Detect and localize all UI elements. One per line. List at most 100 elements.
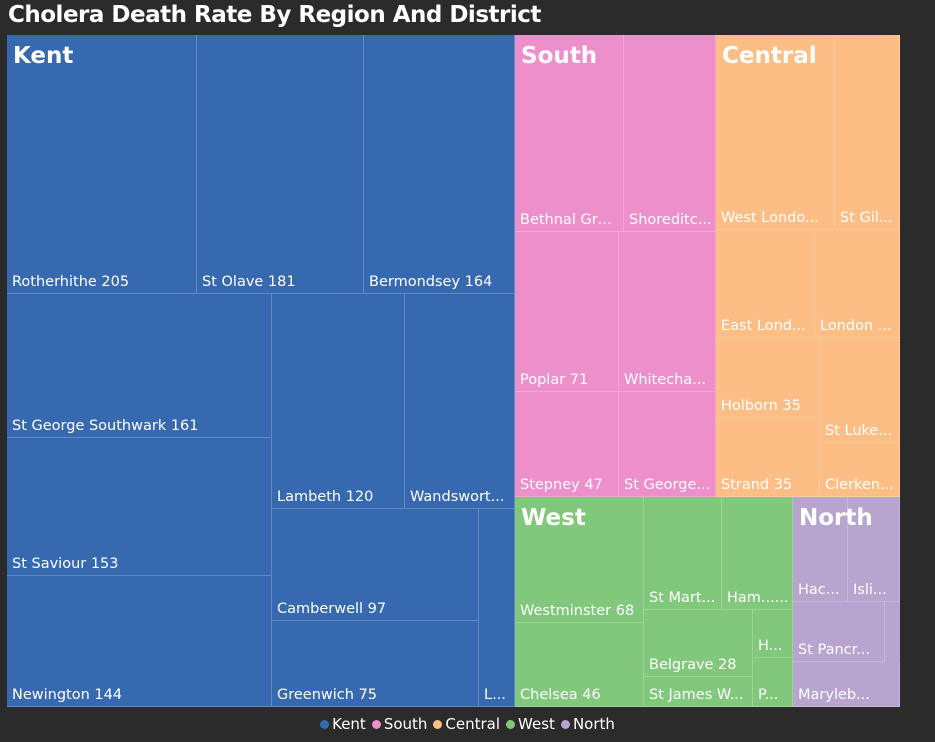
treemap-cell-west-london[interactable]: West Londo... — [716, 35, 835, 230]
legend-marker — [433, 720, 443, 729]
cell-label: Lambeth 120 — [277, 489, 374, 505]
treemap-plot: Rotherhithe 205 St Olave 181 Bermondsey 16… — [7, 35, 900, 707]
treemap-cell-lambeth[interactable]: Lambeth 120 — [272, 294, 405, 509]
treemap-cell-st-martin[interactable]: St Mart... — [644, 497, 722, 610]
treemap-cell-hackney[interactable]: Hac... — [793, 497, 848, 602]
legend-label: Kent — [332, 715, 366, 733]
cell-label: Isli... — [853, 582, 887, 598]
treemap-cell-belgrave[interactable]: Belgrave 28 — [644, 610, 753, 677]
cell-label: Chelsea 46 — [520, 687, 601, 703]
cell-label: St James W... — [649, 687, 744, 703]
treemap-cell-greenwich[interactable]: Greenwich 75 — [272, 621, 479, 707]
treemap-cell-paddington[interactable]: P... — [753, 658, 793, 707]
region-south[interactable]: Bethnal Gre... Shoreditc... Poplar 71 White… — [515, 35, 716, 497]
cell-label: Bermondsey 164 — [369, 274, 493, 290]
treemap-cell-islington[interactable]: Isli... — [848, 497, 900, 602]
cell-label: Westminster 68 — [520, 603, 635, 619]
cell-label: Camberwell 97 — [277, 601, 387, 617]
treemap-cell-holborn[interactable]: Holborn 35 — [716, 338, 820, 418]
region-kent[interactable]: Rotherhithe 205 St Olave 181 Bermondsey 16… — [7, 35, 515, 707]
treemap-cell-london-city[interactable]: London ... — [815, 230, 900, 338]
cell-label: London ... — [820, 318, 892, 334]
treemap-cell-hampstead[interactable]: H... — [753, 610, 793, 658]
cell-label: Whitecha... — [624, 372, 707, 388]
cell-label: Newington 144 — [12, 687, 123, 703]
treemap-cell-camberwell[interactable]: Camberwell 97 — [272, 509, 479, 621]
cell-label: Clerken... — [825, 477, 894, 493]
cell-label: Ham...... — [727, 590, 789, 606]
treemap-cell-st-luke[interactable]: St Luke... — [820, 338, 900, 443]
legend-item-north[interactable]: North — [560, 715, 615, 733]
legend-label: Central — [445, 715, 501, 733]
chart-title: Cholera Death Rate By Region And Distric… — [8, 2, 541, 28]
cell-label: Shoreditc... — [629, 212, 712, 228]
treemap-cell-rotherhithe[interactable]: Rotherhithe 205 — [7, 35, 197, 294]
treemap-cell-st-george-in-the-east[interactable]: St George... — [619, 392, 716, 497]
treemap-cell-chelsea[interactable]: Chelsea 46 — [515, 623, 644, 707]
cell-label: Holborn 35 — [721, 398, 801, 414]
region-label-kent: Kent — [13, 43, 74, 69]
region-central[interactable]: West Londo... St Gil... East Lond... London… — [716, 35, 900, 497]
treemap-cell-st-george-southwark[interactable]: St George Southwark 161 — [7, 294, 272, 438]
region-label-west: West — [521, 505, 586, 531]
treemap-cell-bermondsey[interactable]: Bermondsey 164 — [364, 35, 515, 294]
cell-label: St Saviour 153 — [12, 556, 119, 572]
cell-label: St Luke... — [825, 423, 893, 439]
cell-label: Wandswort... — [410, 489, 505, 505]
region-label-north: North — [799, 505, 873, 531]
cell-label: Poplar 71 — [520, 372, 589, 388]
cell-label: Rotherhithe 205 — [12, 274, 130, 290]
cell-label: St Pancr... — [798, 642, 871, 658]
cell-label: P... — [758, 687, 779, 703]
treemap-cell-east-london[interactable]: East Lond... — [716, 230, 815, 338]
treemap-cell-whitechapel[interactable]: Whitecha... — [619, 232, 716, 392]
treemap-cell-st-olave[interactable]: St Olave 181 — [197, 35, 364, 294]
region-north[interactable]: Hac... Isli... St Pancr... Maryleb... North — [793, 497, 900, 707]
treemap-cell-poplar[interactable]: Poplar 71 — [515, 232, 619, 392]
cell-label: Belgrave 28 — [649, 657, 737, 673]
cell-label: H... — [758, 638, 783, 654]
legend-marker — [506, 720, 516, 729]
legend-item-west[interactable]: West — [506, 715, 555, 733]
chart-legend: Kent South Central West North — [0, 715, 935, 733]
legend-label: West — [518, 715, 555, 733]
legend-label: South — [383, 715, 428, 733]
treemap-cell-westminster[interactable]: Westminster 68 — [515, 497, 644, 623]
treemap-cell-st-saviour[interactable]: St Saviour 153 — [7, 438, 272, 576]
treemap-cell-newington[interactable]: Newington 144 — [7, 576, 272, 707]
legend-marker — [320, 720, 330, 729]
treemap-cell-stepney[interactable]: Stepney 47 — [515, 392, 619, 497]
legend-item-south[interactable]: South — [371, 715, 428, 733]
region-label-central: Central — [722, 43, 817, 69]
cell-label: West Londo... — [721, 210, 819, 226]
region-west[interactable]: Westminster 68 St Mart... Ham...... Chelsea… — [515, 497, 793, 707]
cell-label: St Mart... — [649, 590, 716, 606]
legend-marker — [560, 720, 570, 729]
legend-item-central[interactable]: Central — [433, 715, 500, 733]
treemap-cell-hammersmith[interactable]: Ham...... — [722, 497, 793, 610]
cell-label: Stepney 47 — [520, 477, 603, 493]
treemap-cell-bethnal-green[interactable]: Bethnal Gre... — [515, 35, 624, 232]
cell-label: St George Southwark 161 — [12, 418, 199, 434]
cell-label: L... — [484, 687, 506, 703]
legend-label: North — [572, 715, 615, 733]
treemap-cell-wandsworth[interactable]: Wandswort... — [405, 294, 515, 509]
cell-label: St Olave 181 — [202, 274, 296, 290]
treemap-cell-marylebone[interactable]: Maryleb... — [793, 662, 900, 707]
treemap-cell-shoreditch[interactable]: Shoreditc... — [624, 35, 716, 232]
legend-item-kent[interactable]: Kent — [320, 715, 366, 733]
treemap-cell-st-pancras[interactable]: St Pancr... — [793, 602, 885, 662]
cell-label: Greenwich 75 — [277, 687, 378, 703]
treemap-cell-clerkenwell[interactable]: Clerken... — [820, 443, 900, 497]
treemap-cell-lewisham[interactable]: L... — [479, 509, 515, 707]
treemap-cell-st-james-westminster[interactable]: St James W... — [644, 677, 753, 707]
cell-label: Bethnal Gre... — [520, 212, 620, 228]
cell-label: Strand 35 — [721, 477, 793, 493]
legend-marker — [371, 720, 381, 729]
region-label-south: South — [521, 43, 598, 69]
cell-label: St George... — [624, 477, 711, 493]
cell-label: East Lond... — [721, 318, 806, 334]
cell-label: Maryleb... — [798, 687, 870, 703]
treemap-cell-strand[interactable]: Strand 35 — [716, 418, 820, 497]
treemap-cell-st-giles[interactable]: St Gil... — [835, 35, 900, 230]
